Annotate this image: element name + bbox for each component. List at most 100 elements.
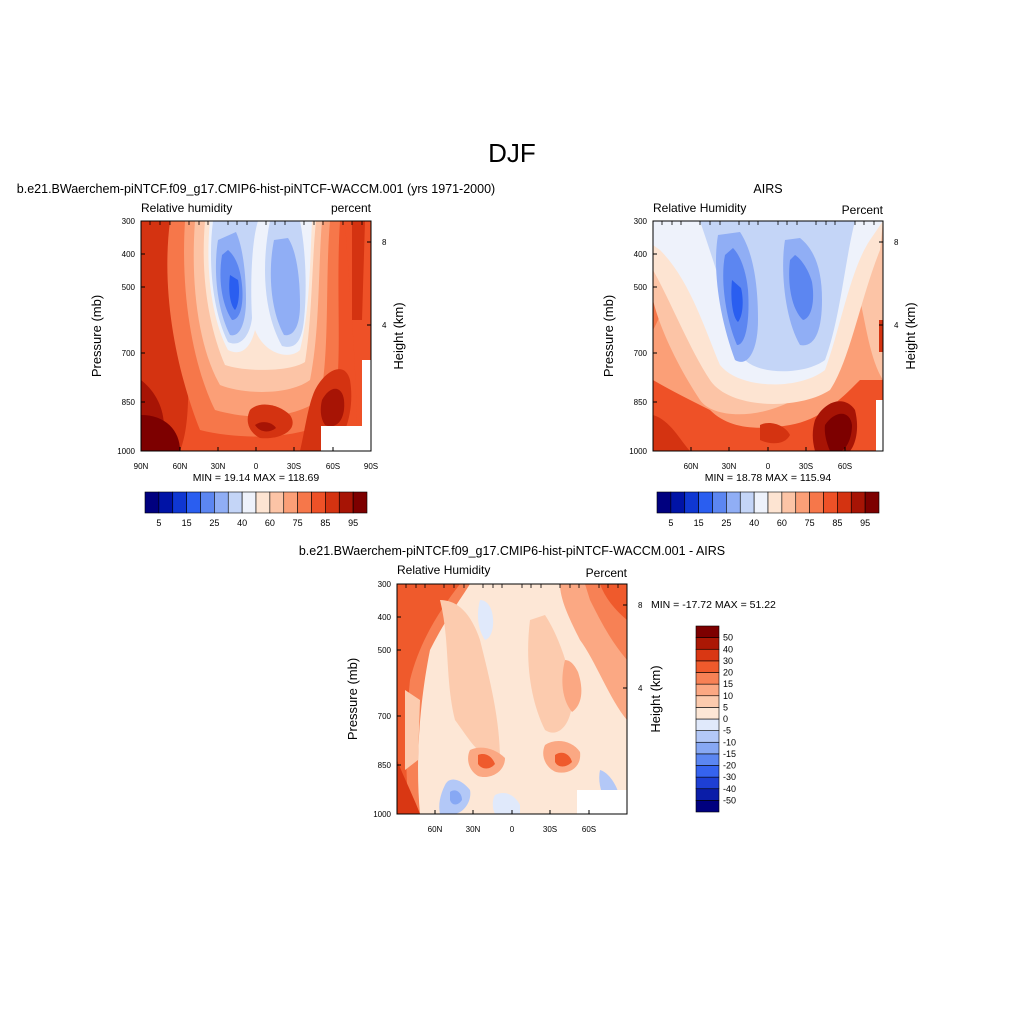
colorbar-swatch — [297, 491, 312, 514]
y-tick-label: 1000 — [117, 447, 135, 456]
x-tick-label: 30S — [543, 825, 557, 834]
colorbar-label: 5 — [668, 518, 673, 528]
right-subtitle: Percent — [842, 203, 884, 217]
colorbar-label: 75 — [293, 518, 303, 528]
x-tick-label: 60N — [173, 462, 188, 471]
colorbar-swatch — [352, 491, 368, 514]
x-tick-label: 60N — [684, 462, 699, 471]
y-tick-label: 1000 — [373, 810, 391, 819]
colorbar-swatch — [695, 800, 720, 813]
colorbar-label: 25 — [721, 518, 731, 528]
colorbar-label: -20 — [723, 761, 736, 771]
colorbar-swatch — [837, 491, 852, 514]
left-subtitle: Relative Humidity — [397, 563, 490, 577]
x-axis-ticks: 60N 30N 0 30S 60S — [428, 825, 596, 834]
x-tick-label: 30S — [799, 462, 813, 471]
min-max-stats: MIN = 19.14 MAX = 118.69 — [193, 472, 320, 484]
colorbar-swatch — [695, 765, 720, 778]
x-axis-ticks: 60N 30N 0 30S 60S — [684, 462, 852, 471]
y-tick-label: 300 — [634, 217, 648, 226]
colorbar-label: 5 — [156, 518, 161, 528]
height-tick-label: 4 — [382, 321, 387, 330]
y-axis-label: Pressure (mb) — [601, 295, 616, 377]
y-right-ticks: 8 4 — [894, 238, 899, 330]
height-tick-label: 4 — [638, 684, 643, 693]
y-axis-ticks: 300 400 500 700 850 1000 — [629, 217, 647, 456]
y-right-ticks: 8 4 — [638, 601, 643, 693]
colorbar-label: 15 — [723, 679, 733, 689]
min-max-stats: MIN = 18.78 MAX = 115.94 — [705, 472, 832, 484]
panel-difference: b.e21.BWaerchem-piNTCF.f09_g17.CMIP6-his… — [299, 544, 776, 834]
x-tick-label: 30S — [287, 462, 301, 471]
y-tick-label: 700 — [634, 349, 648, 358]
heatmap-field — [653, 221, 883, 451]
x-tick-label: 90N — [134, 462, 149, 471]
x-axis-ticks: 90N 60N 30N 0 30S 60S 90S — [134, 462, 378, 471]
panel-title: b.e21.BWaerchem-piNTCF.f09_g17.CMIP6-his… — [299, 544, 725, 558]
colorbar-label: 30 — [723, 656, 733, 666]
colorbar-swatch — [656, 491, 672, 514]
panel-model: b.e21.BWaerchem-piNTCF.f09_g17.CMIP6-his… — [17, 182, 495, 528]
colorbar-label: 50 — [723, 633, 733, 643]
colorbar-swatch — [695, 660, 720, 673]
x-tick-label: 30N — [211, 462, 226, 471]
x-tick-label: 60S — [582, 825, 596, 834]
colorbar-label: 0 — [723, 714, 728, 724]
y-axis-label: Pressure (mb) — [89, 295, 104, 377]
colorbar-swatch — [684, 491, 699, 514]
colorbar-label: 85 — [832, 518, 842, 528]
colorbar-swatch — [695, 718, 720, 731]
colorbar-label: 95 — [348, 518, 358, 528]
x-tick-label: 60S — [838, 462, 852, 471]
colorbar-swatch — [172, 491, 187, 514]
colorbar-swatch — [311, 491, 326, 514]
left-subtitle: Relative Humidity — [653, 201, 746, 215]
x-tick-label: 0 — [510, 825, 515, 834]
right-subtitle: Percent — [586, 566, 628, 580]
colorbar-swatch — [695, 776, 720, 790]
colorbar-swatch — [850, 491, 866, 514]
x-tick-label: 30N — [722, 462, 737, 471]
y-tick-label: 850 — [634, 398, 648, 407]
colorbar-swatch — [695, 741, 720, 755]
colorbar-label: 40 — [237, 518, 247, 528]
y-tick-label: 500 — [378, 646, 392, 655]
y-tick-label: 500 — [122, 283, 136, 292]
colorbar-swatch — [695, 707, 720, 720]
x-tick-label: 0 — [766, 462, 771, 471]
colorbar-label: 15 — [182, 518, 192, 528]
colorbar-swatch — [695, 648, 720, 662]
colorbar-label: -30 — [723, 772, 736, 782]
colorbar-swatch — [695, 695, 720, 708]
colorbar-swatch — [670, 491, 686, 514]
height-tick-label: 8 — [382, 238, 387, 247]
colorbar-label: -10 — [723, 737, 736, 747]
colorbar-swatch — [695, 672, 720, 685]
y-tick-label: 850 — [378, 761, 392, 770]
colorbar-label: -40 — [723, 784, 736, 794]
colorbar-swatch — [695, 625, 720, 638]
x-tick-label: 90S — [364, 462, 378, 471]
colorbar-label: 10 — [723, 691, 733, 701]
min-max-stats: MIN = -17.72 MAX = 51.22 — [651, 599, 776, 611]
y-tick-label: 500 — [634, 283, 648, 292]
colorbar-swatch — [283, 491, 298, 514]
colorbar-swatch — [186, 491, 201, 514]
colorbar-swatch — [809, 491, 824, 514]
x-tick-label: 60N — [428, 825, 443, 834]
colorbar-swatch — [144, 491, 160, 514]
y-tick-label: 300 — [122, 217, 136, 226]
y-axis-ticks: 300 400 500 700 850 1000 — [117, 217, 135, 456]
colorbar-swatch — [200, 491, 215, 514]
panel-title: b.e21.BWaerchem-piNTCF.f09_g17.CMIP6-his… — [17, 182, 495, 196]
heatmap-field — [141, 221, 371, 451]
colorbar-swatch — [695, 730, 720, 743]
height-tick-label: 8 — [638, 601, 643, 610]
colorbar-swatch — [227, 491, 243, 514]
colorbar-label: 20 — [723, 668, 733, 678]
colorbar-label: -50 — [723, 795, 736, 805]
y-right-axis-label: Height (km) — [391, 302, 406, 369]
y-tick-label: 850 — [122, 398, 136, 407]
